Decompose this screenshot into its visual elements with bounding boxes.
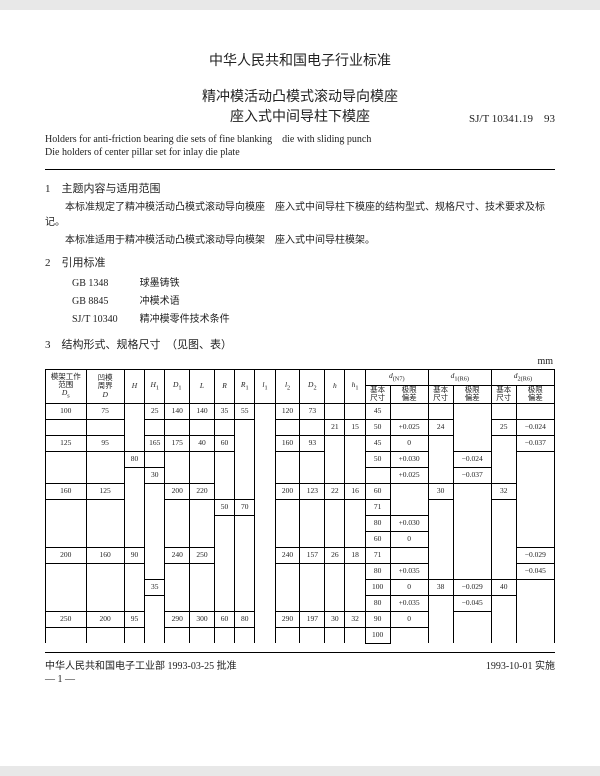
table-row: 80+0.030 — [46, 515, 555, 531]
title-cn: 精冲模活动凸模式滚动导向模座 座入式中间导柱下模座 — [202, 88, 398, 127]
page-number: — 1 — — [45, 674, 555, 685]
footer-right: 1993-10-01 实施 — [486, 657, 555, 672]
org-header: 中华人民共和国电子行业标准 — [45, 50, 555, 70]
data-table: 模架工作范围Ds 凹模周界D H H1 D1 L R R1 l1 l2 D2 h… — [45, 369, 555, 644]
footer-left: 中华人民共和国电子工业部 1993-03-25 批准 — [45, 657, 237, 672]
table-body: 100752514014035551207345211550+0.0252425… — [46, 403, 555, 643]
table-row: 20016090240250240157261871−0.029 — [46, 547, 555, 563]
standard-code: SJ/T 10341.19 93 — [469, 110, 555, 126]
table-row: 8050+0.030−0.024 — [46, 451, 555, 467]
title-block: 精冲模活动凸模式滚动导向模座 座入式中间导柱下模座 SJ/T 10341.19 … — [45, 88, 555, 127]
table-row: 1601252002202001232216603032 — [46, 483, 555, 499]
table-row: 100 — [46, 627, 555, 643]
unit-label: mm — [45, 356, 553, 367]
section-1-p1: 本标准规定了精冲模活动凸模式滚动导向模座 座入式中间导柱下模座的结构型式、规格尺… — [45, 200, 555, 230]
section-1-head: 1 主题内容与适用范围 — [45, 180, 555, 196]
title-en-line1: Holders for anti-friction bearing die se… — [45, 134, 371, 145]
divider — [45, 169, 555, 170]
table-row: 12595165175406016093450−0.037 — [46, 435, 555, 451]
table-row: 211550+0.0252425−0.024 — [46, 419, 555, 435]
reference-list: GB 1348球墨铸铁 GB 8845冲模术语 SJ/T 10340精冲模零件技… — [70, 274, 252, 330]
title-cn-line1: 精冲模活动凸模式滚动导向模座 — [202, 90, 398, 105]
footer-divider — [45, 652, 555, 653]
footer: 中华人民共和国电子工业部 1993-03-25 批准 1993-10-01 实施 — [45, 657, 555, 672]
title-en: Holders for anti-friction bearing die se… — [45, 133, 555, 159]
table-row: 80+0.035−0.045 — [46, 563, 555, 579]
table-row: 35100038−0.02940 — [46, 579, 555, 595]
section-3-head: 3 结构形式、规格尺寸 （见图、表） — [45, 336, 555, 352]
table-row: 80+0.035−0.045 — [46, 595, 555, 611]
title-en-line2: Die holders of center pillar set for inl… — [45, 147, 240, 158]
title-cn-line2: 座入式中间导柱下模座 — [230, 110, 370, 125]
table-row: 30+0.025−0.037 — [46, 467, 555, 483]
table-row: 600 — [46, 531, 555, 547]
data-table-wrap: 模架工作范围Ds 凹模周界D H H1 D1 L R R1 l1 l2 D2 h… — [45, 369, 555, 644]
section-1-p2: 本标准适用于精冲模活动凸模式滚动导向模架 座入式中间导柱模架。 — [45, 233, 555, 248]
table-row: 2502009529030060802901973032900 — [46, 611, 555, 627]
document-page: 中华人民共和国电子行业标准 精冲模活动凸模式滚动导向模座 座入式中间导柱下模座 … — [0, 10, 600, 766]
section-2-head: 2 引用标准 — [45, 254, 555, 270]
table-row: 507071 — [46, 499, 555, 515]
table-row: 100752514014035551207345 — [46, 403, 555, 419]
table-head: 模架工作范围Ds 凹模周界D H H1 D1 L R R1 l1 l2 D2 h… — [46, 370, 555, 404]
